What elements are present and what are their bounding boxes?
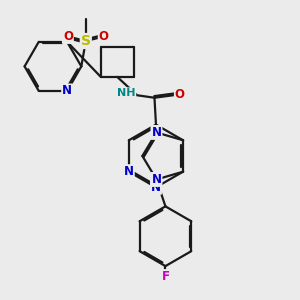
Text: N: N: [152, 173, 161, 186]
Text: O: O: [99, 30, 109, 43]
Text: F: F: [161, 270, 169, 283]
Text: N: N: [62, 85, 72, 98]
Text: O: O: [175, 88, 185, 101]
Text: N: N: [124, 165, 134, 178]
Text: NH: NH: [117, 88, 135, 98]
Text: N: N: [151, 181, 161, 194]
Text: N: N: [152, 126, 161, 139]
Text: S: S: [81, 34, 91, 48]
Text: O: O: [63, 30, 73, 43]
